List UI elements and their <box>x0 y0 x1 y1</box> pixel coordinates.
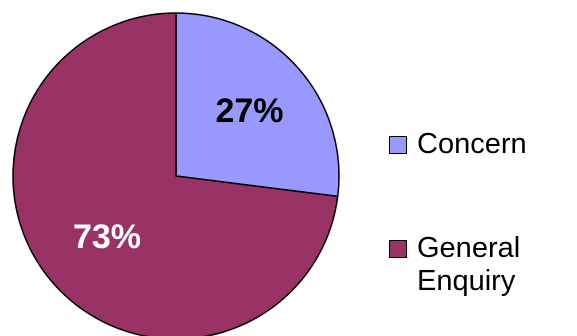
pie-slice-concern <box>175 12 340 198</box>
slice-label-concern: 27% <box>215 92 283 130</box>
legend-item-general-enquiry: General Enquiry <box>389 232 567 298</box>
legend-item-concern: Concern <box>389 128 567 161</box>
legend-label-general-enquiry: General Enquiry <box>417 232 521 297</box>
legend-swatch-concern <box>389 136 407 154</box>
pie-slice-general-enquiry <box>12 12 339 336</box>
slice-label-general-enquiry: 73% <box>73 218 141 256</box>
legend-swatch-general-enquiry <box>389 240 407 258</box>
legend-label-concern: Concern <box>417 128 527 160</box>
